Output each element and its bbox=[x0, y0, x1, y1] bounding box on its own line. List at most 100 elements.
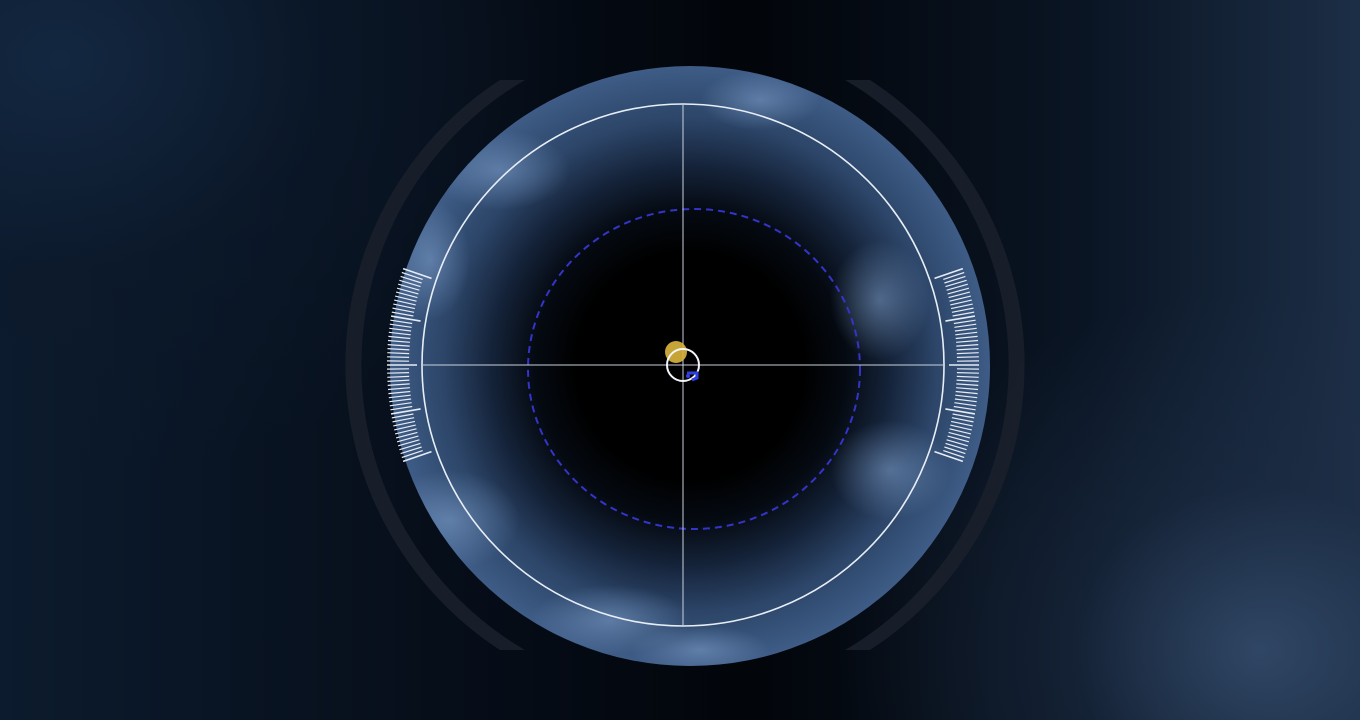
scale-tick bbox=[945, 442, 967, 451]
scale-tick bbox=[953, 405, 976, 411]
scale-tick bbox=[400, 275, 422, 284]
scale-tick bbox=[945, 279, 967, 288]
scale-tick bbox=[944, 446, 966, 455]
left-tick-scale bbox=[386, 267, 432, 463]
scale-tick bbox=[389, 323, 412, 328]
scale-tick bbox=[943, 271, 965, 280]
scale-tick bbox=[395, 291, 418, 299]
scale-tick bbox=[950, 424, 972, 431]
scale-tick bbox=[950, 420, 973, 427]
scale-tick bbox=[392, 307, 415, 313]
scale-tick bbox=[398, 439, 420, 447]
crosshair-reticle-icon[interactable] bbox=[666, 348, 700, 382]
scale-tick bbox=[948, 431, 971, 439]
scale-tick bbox=[390, 408, 421, 415]
lens-disc bbox=[390, 66, 990, 666]
scale-tick bbox=[946, 283, 968, 291]
scale-tick bbox=[387, 379, 410, 382]
scale-tick bbox=[954, 323, 977, 328]
scale-tick bbox=[951, 307, 974, 313]
scale-tick bbox=[387, 375, 410, 378]
scale-tick bbox=[947, 287, 970, 295]
scale-tick bbox=[954, 327, 977, 332]
scale-tick bbox=[955, 390, 978, 395]
right-bracket bbox=[845, 80, 1025, 650]
scale-tick bbox=[389, 402, 412, 407]
scale-tick bbox=[388, 331, 411, 336]
right-tick-scale bbox=[934, 267, 980, 463]
scale-tick bbox=[947, 435, 970, 443]
scale-tick bbox=[393, 303, 416, 310]
scale-tick bbox=[395, 431, 418, 439]
scale-tick bbox=[390, 315, 421, 322]
scale-tick bbox=[943, 450, 965, 459]
scale-tick bbox=[402, 267, 432, 280]
blue-marker-icon[interactable] bbox=[686, 371, 699, 382]
scale-tick bbox=[387, 372, 410, 374]
scale-tick bbox=[387, 352, 410, 355]
scale-tick bbox=[956, 375, 979, 378]
yellow-disc-icon[interactable] bbox=[665, 341, 687, 363]
scale-tick bbox=[945, 315, 976, 322]
scale-tick bbox=[945, 408, 976, 415]
scale-tick bbox=[950, 303, 973, 310]
scale-tick bbox=[955, 394, 978, 399]
scale-tick bbox=[956, 379, 979, 382]
scale-tick bbox=[387, 387, 410, 391]
scale-tick bbox=[955, 331, 978, 336]
scale-tick bbox=[394, 299, 416, 306]
scale-tick bbox=[387, 383, 410, 386]
scale-tick bbox=[954, 398, 977, 403]
scale-tick bbox=[394, 295, 417, 302]
scale-tick bbox=[401, 450, 423, 459]
scale-tick bbox=[390, 319, 413, 325]
scale-tick bbox=[952, 413, 975, 419]
scale-tick bbox=[956, 356, 979, 358]
scale-tick bbox=[934, 450, 964, 463]
scale-tick bbox=[955, 335, 978, 340]
scale-tick bbox=[944, 275, 966, 284]
scale-tick bbox=[950, 299, 972, 306]
scale-tick bbox=[398, 283, 420, 291]
scale-tick bbox=[956, 348, 979, 351]
scale-tick bbox=[954, 402, 977, 407]
scale-tick bbox=[399, 279, 421, 288]
scale-tick bbox=[394, 424, 416, 431]
scale-tick bbox=[392, 417, 415, 423]
scale-tick bbox=[387, 344, 410, 347]
dashed-target-ring bbox=[527, 208, 861, 530]
scale-tick bbox=[956, 387, 979, 391]
scale-tick bbox=[388, 335, 411, 340]
scale-tick bbox=[946, 439, 968, 447]
scale-tick bbox=[956, 372, 979, 374]
scale-tick bbox=[956, 383, 979, 386]
scale-tick bbox=[402, 450, 432, 463]
scale-tick bbox=[388, 390, 411, 395]
scale-tick bbox=[391, 311, 414, 317]
scale-tick bbox=[396, 435, 419, 443]
scale-tick bbox=[390, 405, 413, 411]
scale-tick bbox=[399, 442, 421, 451]
scale-tick bbox=[401, 271, 423, 280]
scale-tick bbox=[948, 291, 971, 299]
left-bracket bbox=[345, 80, 525, 650]
scale-tick bbox=[387, 348, 410, 351]
scale-tick bbox=[956, 339, 979, 343]
scale-tick bbox=[387, 339, 410, 343]
scale-tick bbox=[934, 267, 964, 280]
scale-tick bbox=[391, 413, 414, 419]
scale-tick bbox=[396, 287, 419, 295]
scale-tick bbox=[389, 327, 412, 332]
scale-tick bbox=[949, 428, 972, 435]
scale-tick bbox=[393, 420, 416, 427]
scale-tick bbox=[387, 356, 410, 358]
scale-tick bbox=[956, 344, 979, 347]
scale-tick bbox=[400, 446, 422, 455]
scale-tick bbox=[953, 319, 976, 325]
scale-tick bbox=[389, 398, 412, 403]
scale-tick bbox=[388, 394, 411, 399]
scale-tick bbox=[951, 417, 974, 423]
scale-tick bbox=[956, 352, 979, 355]
